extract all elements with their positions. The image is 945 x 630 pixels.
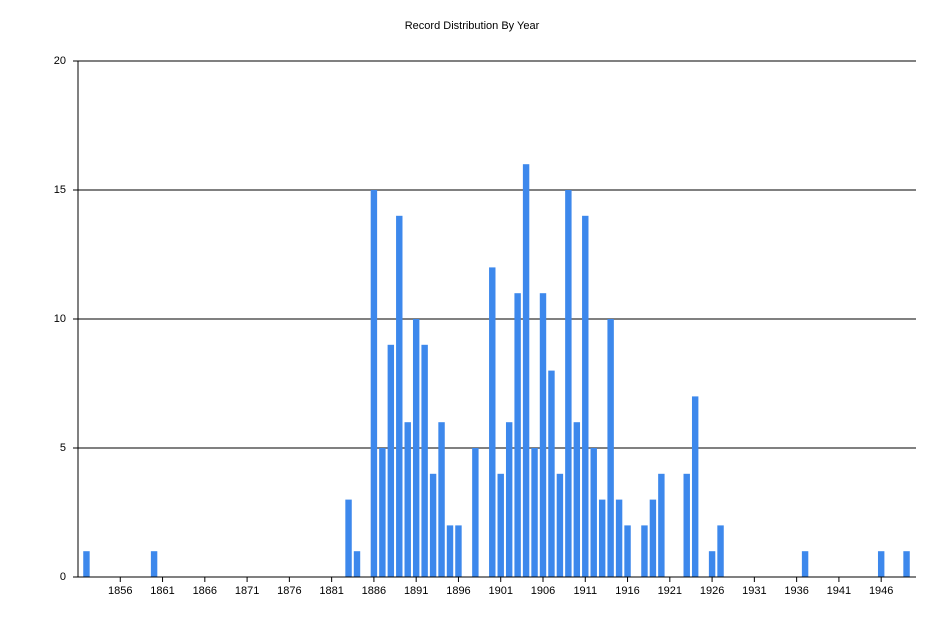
bar	[565, 190, 572, 577]
bar	[539, 293, 547, 577]
bar	[370, 190, 378, 577]
bar	[624, 525, 631, 577]
bar	[649, 499, 657, 577]
x-tick-label: 1941	[827, 585, 851, 597]
bar	[505, 422, 513, 577]
bar	[556, 473, 564, 577]
bar	[472, 448, 479, 577]
x-tick-label: 1916	[615, 585, 639, 597]
y-tick-label: 20	[54, 55, 66, 67]
bar	[658, 473, 665, 577]
bar	[531, 448, 538, 577]
bar	[683, 473, 690, 577]
x-tick-label: 1911	[573, 585, 597, 597]
bar	[404, 422, 411, 577]
bar	[717, 525, 724, 577]
bar	[641, 525, 648, 577]
bar	[438, 422, 445, 577]
bar	[522, 164, 530, 577]
bar	[514, 293, 521, 577]
bar	[877, 551, 885, 577]
bar	[353, 551, 361, 577]
bar	[548, 370, 555, 577]
chart-title: Record Distribution By Year	[405, 20, 540, 32]
bar	[150, 551, 158, 577]
x-tick-label: 1861	[150, 585, 174, 597]
x-tick-label: 1856	[108, 585, 132, 597]
bar	[573, 422, 581, 577]
bar	[429, 473, 437, 577]
bar	[497, 473, 504, 577]
x-tick-label: 1881	[319, 585, 343, 597]
bar	[345, 499, 352, 577]
bar	[590, 448, 597, 577]
bar	[489, 267, 496, 577]
bar	[83, 551, 90, 577]
x-tick-label: 1921	[658, 585, 682, 597]
x-tick-label: 1896	[446, 585, 470, 597]
y-tick-label: 15	[54, 184, 66, 196]
x-tick-label: 1901	[488, 585, 512, 597]
y-tick-label: 0	[60, 571, 66, 583]
bar	[903, 551, 910, 577]
bar	[412, 319, 420, 577]
x-tick-label: 1866	[193, 585, 217, 597]
bar	[396, 215, 403, 578]
bar	[421, 344, 428, 577]
x-tick-label: 1946	[869, 585, 893, 597]
x-tick-label: 1936	[784, 585, 808, 597]
x-tick-label: 1876	[277, 585, 301, 597]
x-tick-label: 1886	[362, 585, 386, 597]
bar	[387, 344, 395, 577]
x-tick-label: 1891	[404, 585, 428, 597]
bar	[708, 551, 716, 577]
bar	[801, 551, 809, 577]
x-tick-label: 1871	[235, 585, 259, 597]
x-tick-label: 1906	[531, 585, 555, 597]
bar	[455, 525, 462, 577]
x-tick-label: 1926	[700, 585, 724, 597]
bar	[615, 499, 623, 577]
x-tick-label: 1931	[742, 585, 766, 597]
bar	[598, 499, 606, 577]
y-tick-label: 10	[54, 313, 66, 325]
bar	[379, 448, 386, 577]
bar	[607, 319, 614, 577]
bar	[582, 215, 589, 578]
bar	[691, 396, 699, 577]
bar	[446, 525, 454, 577]
y-tick-label: 5	[60, 442, 66, 454]
